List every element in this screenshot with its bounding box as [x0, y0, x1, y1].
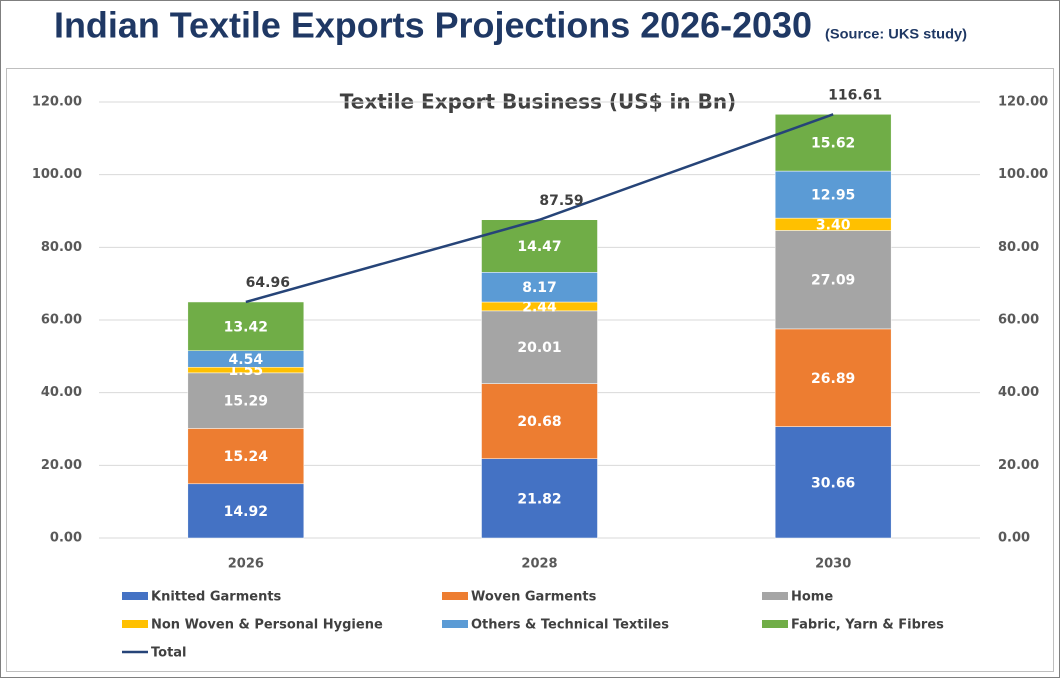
- bar-segment: [481, 310, 598, 384]
- data-label: 14.92: [224, 504, 268, 520]
- data-label: 13.42: [224, 319, 268, 335]
- x-tick-label: 2030: [815, 557, 851, 572]
- chart-border: [6, 68, 1054, 672]
- data-label: 15.29: [224, 394, 268, 410]
- bar-segment: [774, 170, 892, 219]
- legend-swatch: [442, 620, 468, 628]
- x-tick-label: 2026: [228, 557, 264, 572]
- data-label: 4.54: [229, 352, 264, 368]
- data-label: 30.66: [811, 475, 855, 491]
- legend-label: Knitted Garments: [151, 590, 282, 605]
- bar-segment: [481, 383, 598, 459]
- data-label: 8.17: [522, 280, 557, 296]
- y-tick-label: 40.00: [41, 385, 82, 400]
- total-label: 64.96: [246, 275, 290, 291]
- bar-segment: [481, 458, 598, 539]
- data-label: 20.68: [517, 414, 561, 430]
- legend-label: Fabric, Yarn & Fibres: [791, 618, 944, 633]
- y-tick-label: 80.00: [41, 240, 82, 255]
- y-tick-label: 20.00: [41, 458, 82, 473]
- y-tick-label: 120.00: [32, 95, 82, 110]
- y2-tick-label: 100.00: [998, 167, 1048, 182]
- y2-tick-label: 120.00: [998, 95, 1048, 110]
- data-label: 12.95: [811, 188, 855, 204]
- legend-swatch: [762, 620, 788, 628]
- total-line: [245, 113, 834, 304]
- total-label: 87.59: [539, 193, 583, 209]
- data-label: 27.09: [811, 273, 855, 289]
- legend-swatch: [762, 592, 788, 600]
- bar-segment: [481, 219, 598, 273]
- data-label: 15.62: [811, 136, 855, 152]
- y-tick-label: 60.00: [41, 313, 82, 328]
- legend-swatch: [122, 592, 148, 600]
- page-subtitle: (Source: UKS study): [825, 26, 967, 42]
- y2-tick-label: 80.00: [998, 240, 1039, 255]
- bar-segment: [187, 483, 305, 539]
- data-label: 14.47: [517, 239, 561, 255]
- x-tick-label: 2028: [521, 557, 557, 572]
- y-tick-label: 100.00: [32, 167, 82, 182]
- legend-label: Home: [791, 590, 833, 605]
- y2-tick-label: 20.00: [998, 458, 1039, 473]
- bar-segment: [774, 328, 892, 427]
- legend-label: Woven Garments: [471, 590, 597, 605]
- y2-tick-label: 60.00: [998, 313, 1039, 328]
- data-label: 15.24: [224, 449, 269, 465]
- legend-swatch: [122, 620, 148, 628]
- bar-segment: [774, 426, 892, 539]
- y-tick-label: 0.00: [50, 531, 82, 546]
- y2-tick-label: 0.00: [998, 531, 1030, 546]
- data-label: 20.01: [517, 340, 561, 356]
- legend-label: Non Woven & Personal Hygiene: [151, 618, 383, 633]
- data-label: 21.82: [517, 491, 561, 507]
- data-label: 3.40: [816, 217, 851, 233]
- bar-segment: [774, 114, 892, 172]
- data-label: 26.89: [811, 371, 855, 387]
- bar-segment: [187, 428, 305, 485]
- data-label: 2.44: [522, 299, 557, 315]
- bar-segment: [774, 230, 892, 330]
- y2-tick-label: 40.00: [998, 385, 1039, 400]
- bar-segment: [187, 301, 305, 351]
- page-title: Indian Textile Exports Projections 2026-…: [54, 5, 812, 46]
- legend-label: Others & Technical Textiles: [471, 618, 669, 633]
- legend-swatch: [442, 592, 468, 600]
- total-label: 116.61: [828, 87, 882, 103]
- bar-segment: [187, 372, 305, 429]
- legend-label: Total: [151, 646, 187, 661]
